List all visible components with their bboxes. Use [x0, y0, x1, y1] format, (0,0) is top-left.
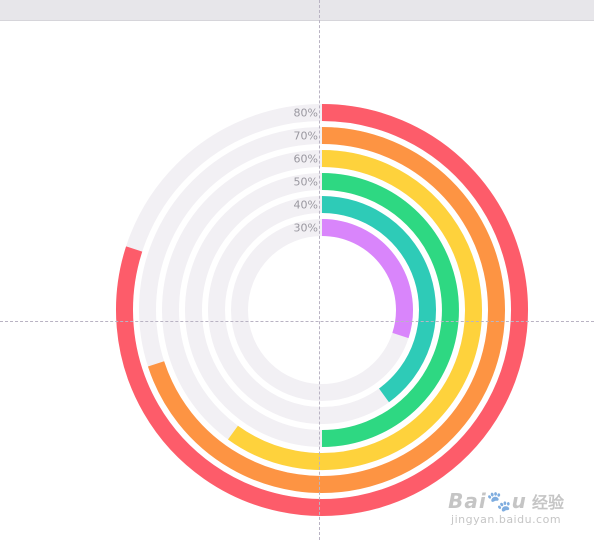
ring-label-40: 40%	[294, 199, 318, 212]
ring-label-70: 70%	[294, 130, 318, 143]
horizontal-guide-line	[0, 321, 594, 322]
top-bar	[0, 0, 594, 21]
ring-label-60: 60%	[294, 153, 318, 166]
ring-label-30: 30%	[294, 222, 318, 235]
vertical-guide-line	[319, 0, 320, 540]
ring-bar-30	[321, 219, 413, 339]
watermark-brand-end: u	[511, 489, 527, 513]
ring-label-80: 80%	[294, 107, 318, 120]
ring-label-50: 50%	[294, 176, 318, 189]
ring-bar-50	[321, 173, 459, 447]
ring-bar-60	[227, 150, 482, 470]
ring-bar-80	[116, 104, 528, 516]
ring-bar-40	[321, 196, 436, 403]
baidu-watermark: Bai🐾u 经验 jingyan.baidu.com	[448, 489, 564, 526]
watermark-url: jingyan.baidu.com	[451, 513, 562, 526]
paw-icon: 🐾	[486, 489, 512, 513]
ring-bar-70	[147, 127, 505, 493]
watermark-cn: 经验	[531, 493, 564, 512]
watermark-brand: Bai	[448, 489, 487, 513]
